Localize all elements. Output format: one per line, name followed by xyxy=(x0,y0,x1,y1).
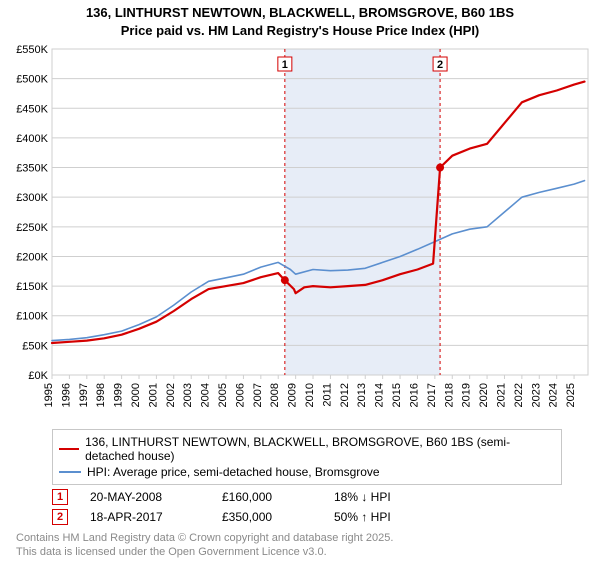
svg-text:£350K: £350K xyxy=(16,163,48,175)
svg-text:1997: 1997 xyxy=(78,383,90,407)
svg-text:2023: 2023 xyxy=(530,383,542,407)
svg-text:2006: 2006 xyxy=(234,383,246,407)
title-line-2: Price paid vs. HM Land Registry's House … xyxy=(8,22,592,40)
svg-text:2013: 2013 xyxy=(356,383,368,407)
svg-text:2005: 2005 xyxy=(217,383,229,407)
svg-text:1995: 1995 xyxy=(43,383,55,407)
svg-text:2021: 2021 xyxy=(495,383,507,407)
event-date: 18-APR-2017 xyxy=(90,510,200,524)
svg-text:2014: 2014 xyxy=(374,383,386,407)
svg-text:2020: 2020 xyxy=(478,383,490,407)
chart-title: 136, LINTHURST NEWTOWN, BLACKWELL, BROMS… xyxy=(8,4,592,39)
svg-text:£250K: £250K xyxy=(16,222,48,234)
legend-label: 136, LINTHURST NEWTOWN, BLACKWELL, BROMS… xyxy=(85,435,555,463)
event-badge: 1 xyxy=(52,489,68,505)
svg-text:2025: 2025 xyxy=(565,383,577,407)
svg-text:2011: 2011 xyxy=(321,383,333,407)
svg-text:2015: 2015 xyxy=(391,383,403,407)
svg-text:2007: 2007 xyxy=(252,383,264,407)
svg-text:£500K: £500K xyxy=(16,74,48,86)
svg-text:2002: 2002 xyxy=(165,383,177,407)
legend-swatch xyxy=(59,448,79,450)
legend-row: 136, LINTHURST NEWTOWN, BLACKWELL, BROMS… xyxy=(59,434,555,464)
event-list: 1 20-MAY-2008 £160,000 18% ↓ HPI 2 18-APR-201… xyxy=(8,489,592,525)
svg-text:2004: 2004 xyxy=(200,383,212,407)
event-row: 1 20-MAY-2008 £160,000 18% ↓ HPI xyxy=(52,489,592,505)
legend-swatch xyxy=(59,471,81,473)
svg-text:2: 2 xyxy=(437,59,443,71)
svg-text:2017: 2017 xyxy=(426,383,438,407)
event-date: 20-MAY-2008 xyxy=(90,490,200,504)
footer-line-1: Contains HM Land Registry data © Crown c… xyxy=(16,531,592,545)
svg-text:2009: 2009 xyxy=(287,383,299,407)
svg-text:£0K: £0K xyxy=(28,370,48,382)
event-badge: 2 xyxy=(52,509,68,525)
svg-text:£50K: £50K xyxy=(22,340,48,352)
svg-text:£300K: £300K xyxy=(16,192,48,204)
legend-row: HPI: Average price, semi-detached house,… xyxy=(59,464,555,480)
svg-text:1: 1 xyxy=(282,59,288,71)
title-line-1: 136, LINTHURST NEWTOWN, BLACKWELL, BROMS… xyxy=(8,4,592,22)
svg-text:2000: 2000 xyxy=(130,383,142,407)
svg-text:1996: 1996 xyxy=(60,383,72,407)
svg-text:£100K: £100K xyxy=(16,311,48,323)
svg-text:2019: 2019 xyxy=(461,383,473,407)
svg-text:2012: 2012 xyxy=(339,383,351,407)
svg-text:£550K: £550K xyxy=(16,44,48,56)
event-delta: 18% ↓ HPI xyxy=(334,490,391,504)
event-delta: 50% ↑ HPI xyxy=(334,510,391,524)
chart-plot: £0K £50K £100K £150K £200K £250K £300K £350K £40… xyxy=(8,43,592,423)
chart-svg: £0K £50K £100K £150K £200K £250K £300K £350K £40… xyxy=(8,43,592,423)
svg-text:2016: 2016 xyxy=(408,383,420,407)
svg-text:£150K: £150K xyxy=(16,281,48,293)
svg-text:2024: 2024 xyxy=(548,383,560,407)
svg-text:2001: 2001 xyxy=(147,383,159,407)
svg-text:2018: 2018 xyxy=(443,383,455,407)
event-row: 2 18-APR-2017 £350,000 50% ↑ HPI xyxy=(52,509,592,525)
legend-label: HPI: Average price, semi-detached house,… xyxy=(87,465,380,479)
svg-text:1999: 1999 xyxy=(113,383,125,407)
footer-line-2: This data is licensed under the Open Gov… xyxy=(16,545,592,559)
svg-text:2008: 2008 xyxy=(269,383,281,407)
svg-text:1998: 1998 xyxy=(95,383,107,407)
event-price: £160,000 xyxy=(222,490,312,504)
svg-text:£450K: £450K xyxy=(16,103,48,115)
event-price: £350,000 xyxy=(222,510,312,524)
legend: 136, LINTHURST NEWTOWN, BLACKWELL, BROMS… xyxy=(52,429,562,485)
svg-text:£400K: £400K xyxy=(16,133,48,145)
footer: Contains HM Land Registry data © Crown c… xyxy=(16,531,592,560)
svg-text:2003: 2003 xyxy=(182,383,194,407)
svg-text:£200K: £200K xyxy=(16,252,48,264)
svg-text:2022: 2022 xyxy=(513,383,525,407)
chart-container: 136, LINTHURST NEWTOWN, BLACKWELL, BROMS… xyxy=(0,0,600,568)
svg-text:2010: 2010 xyxy=(304,383,316,407)
